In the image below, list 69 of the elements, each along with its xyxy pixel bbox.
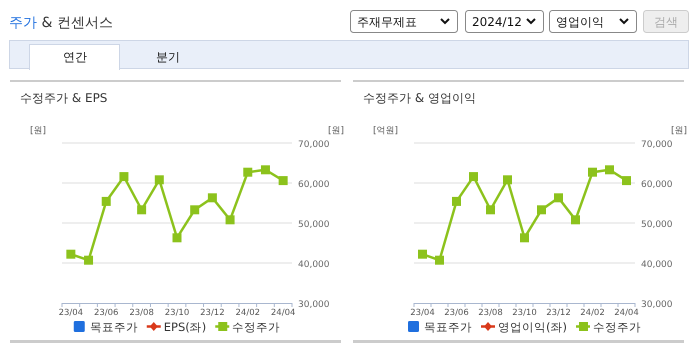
y2-tick-label: 70,000 [641,140,673,150]
y2-axis-title: [원] [670,126,687,136]
point [469,172,478,182]
text: 주가 & 컨센서스 [9,15,113,31]
y2-tick-label: 70,000 [298,140,330,150]
x-tick-label: 23/10 [164,308,190,318]
legend-label: EPS(좌) [164,320,206,334]
point [418,250,427,259]
point [119,172,128,182]
y2-tick-label: 40,000 [298,260,330,270]
text: 검색 [654,15,678,29]
y-axis-title: [억원] [372,126,398,136]
point [588,168,597,177]
point [102,196,111,206]
point [486,205,495,214]
x-tick-label: 23/08 [129,308,154,318]
legend-label: 수정주가 [232,320,280,334]
point [226,215,235,224]
x-tick-label: 23/12 [546,308,571,318]
x-tick-label: 24/02 [236,308,260,318]
x-tick-label: 24/02 [580,308,605,318]
text: 2024/12 [472,15,522,29]
y2-tick-label: 60,000 [298,180,330,190]
point [137,205,146,214]
point [452,196,461,206]
x-tick-label: 24/04 [614,308,639,318]
point [503,175,512,184]
x-tick-label: 23/10 [512,308,537,318]
y2-tick-label: 30,000 [298,300,330,310]
chart-title: 수정주가 & EPS [20,91,108,105]
text: 주재무제표 [357,15,417,29]
point [605,165,614,174]
x-tick-label: 24/04 [270,308,296,318]
x-tick-label: 23/06 [94,308,118,318]
point [622,176,631,186]
point [278,176,288,186]
point [260,165,270,174]
x-tick-label: 23/12 [200,308,225,318]
point [537,205,546,214]
point [435,256,444,265]
point [154,175,164,184]
y2-axis-title: [원] [328,126,344,136]
point [190,205,200,214]
text: 분기 [156,50,180,64]
chart-title: 수정주가 & 영업이익 [363,91,476,105]
y-axis-title: [원] [30,126,46,136]
text: 영업이익 [556,15,604,29]
point [243,168,252,177]
point [172,233,182,242]
y2-tick-label: 40,000 [641,260,673,270]
y2-tick-label: 50,000 [298,220,330,230]
point [520,233,529,242]
y2-tick-label: 50,000 [641,220,673,230]
point [571,215,580,224]
legend-label: 목표주가 [90,320,138,334]
x-tick-label: 23/06 [444,308,469,318]
x-tick-label: 23/04 [58,308,84,318]
legend-label: 수정주가 [592,320,641,334]
legend-label: 목표주가 [424,320,472,334]
y2-tick-label: 60,000 [641,180,673,190]
y2-tick-label: 30,000 [641,300,673,310]
point [66,250,76,259]
point [554,193,563,202]
text: 연간 [63,50,87,64]
legend-label: 영업이익(좌) [498,320,567,334]
point [208,193,217,202]
x-tick-label: 23/04 [410,308,435,318]
x-tick-label: 23/08 [478,308,503,318]
point [84,256,94,265]
